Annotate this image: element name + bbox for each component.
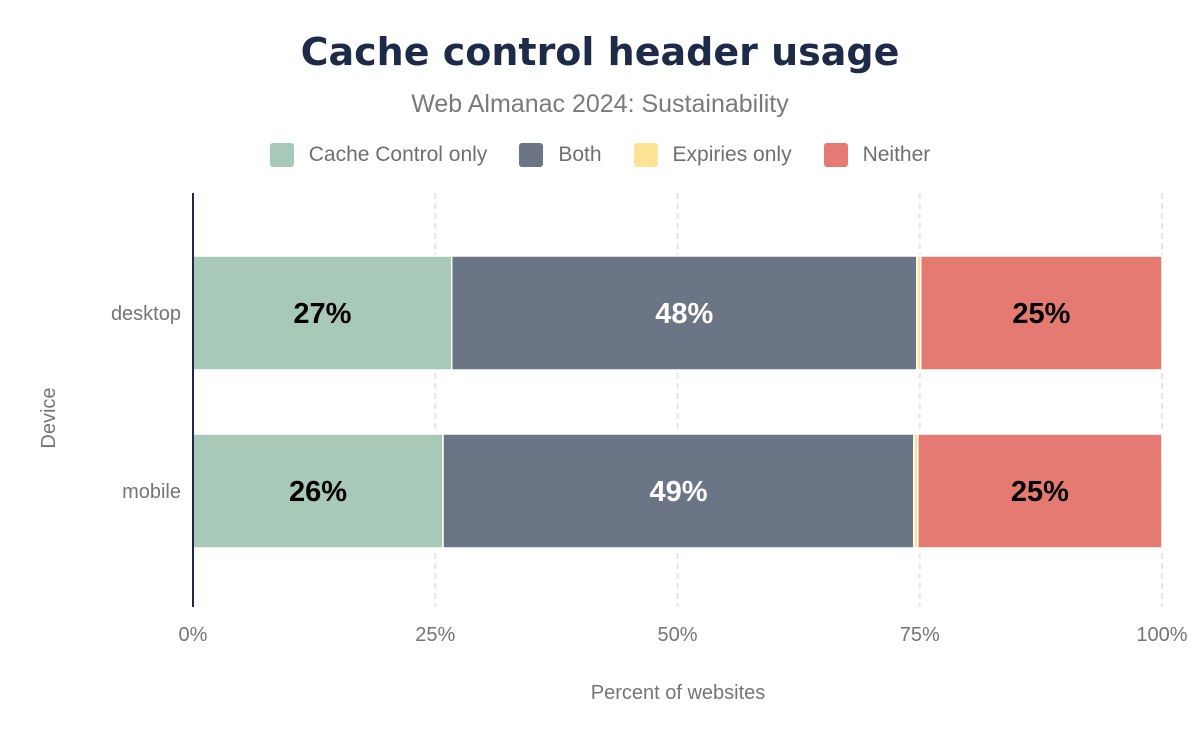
bar-segment bbox=[919, 255, 1163, 371]
bar-segment bbox=[442, 433, 915, 549]
legend: Cache Control only Both Expiries only Neith… bbox=[0, 143, 1200, 167]
data-label: 25% bbox=[1012, 298, 1070, 330]
bar-segment bbox=[192, 433, 444, 549]
x-tick-label: 25% bbox=[415, 624, 455, 646]
legend-label: Both bbox=[558, 143, 602, 166]
x-tick-label: 75% bbox=[900, 624, 940, 646]
legend-swatch bbox=[633, 143, 658, 167]
legend-item[interactable]: Expiries only bbox=[633, 143, 792, 167]
y-axis-title: Device bbox=[38, 387, 60, 448]
chart-title: Cache control header usage bbox=[300, 30, 900, 74]
bar-segment bbox=[192, 255, 453, 371]
x-tick-label: 100% bbox=[1136, 624, 1187, 646]
y-tick-label: desktop bbox=[111, 303, 181, 325]
legend-swatch bbox=[519, 143, 544, 167]
legend-item[interactable]: Both bbox=[519, 143, 602, 167]
legend-label: Cache Control only bbox=[308, 143, 488, 166]
legend-swatch bbox=[269, 143, 294, 167]
bar-segment bbox=[450, 255, 918, 371]
legend-swatch bbox=[823, 143, 848, 167]
data-label: 48% bbox=[655, 298, 713, 330]
bar-segment bbox=[917, 433, 1163, 549]
legend-item[interactable]: Cache Control only bbox=[269, 143, 488, 167]
data-label: 49% bbox=[649, 476, 707, 508]
legend-label: Expiries only bbox=[672, 143, 792, 166]
chart-subtitle: Web Almanac 2024: Sustainability bbox=[411, 90, 789, 118]
y-tick-label: mobile bbox=[122, 481, 181, 503]
legend-item[interactable]: Neither bbox=[823, 143, 931, 167]
data-label: 27% bbox=[293, 298, 351, 330]
x-tick-label: 0% bbox=[179, 624, 208, 646]
x-tick-label: 50% bbox=[657, 624, 697, 646]
data-label: 26% bbox=[289, 476, 347, 508]
legend-label: Neither bbox=[862, 143, 931, 166]
data-label: 25% bbox=[1011, 476, 1069, 508]
x-axis-title: Percent of websites bbox=[591, 682, 766, 704]
